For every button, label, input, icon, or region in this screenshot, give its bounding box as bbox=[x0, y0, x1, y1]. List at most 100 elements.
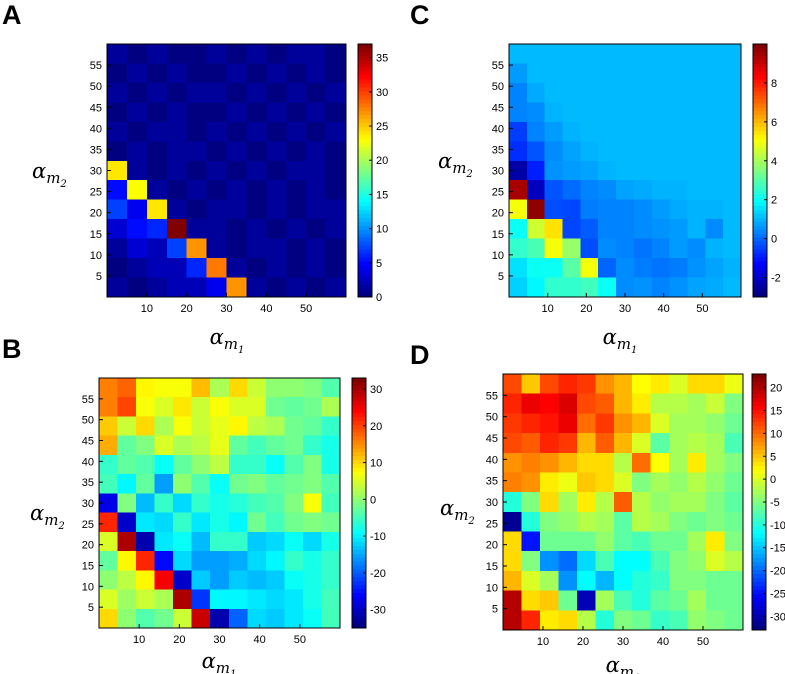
heatmap-d-cell bbox=[687, 472, 707, 493]
heatmap-b-cell bbox=[136, 493, 156, 514]
heatmap-d-cell bbox=[539, 452, 559, 474]
heatmap-a-cell bbox=[126, 63, 148, 84]
heatmap-b-cell bbox=[284, 397, 304, 418]
heatmap-c-cell bbox=[509, 180, 528, 201]
heatmap-b-cell bbox=[117, 416, 137, 437]
heatmap-b-cell bbox=[284, 435, 304, 456]
colorbar-segment bbox=[752, 622, 766, 627]
heatmap-d-cell bbox=[650, 413, 670, 434]
heatmap-a-cell bbox=[166, 219, 188, 240]
heatmap-d-cell bbox=[558, 492, 578, 513]
colorbar-segment bbox=[352, 596, 366, 602]
heatmap-a-cell bbox=[306, 121, 327, 142]
heatmap-d-cell bbox=[503, 374, 523, 395]
heatmap-c-cell bbox=[526, 238, 546, 259]
heatmap-d-cell bbox=[632, 531, 652, 552]
heatmap-b-cell bbox=[284, 378, 304, 398]
heatmap-a-cell bbox=[266, 238, 287, 259]
heatmap-a-cell bbox=[126, 102, 148, 123]
heatmap-c-cell bbox=[616, 82, 635, 103]
heatmap-c-cell bbox=[633, 180, 653, 201]
heatmap-c-cell bbox=[526, 180, 546, 201]
heatmap-b-cell bbox=[173, 589, 193, 610]
x-tick-label: 40 bbox=[657, 636, 669, 648]
heatmap-d-cell bbox=[595, 610, 615, 631]
heatmap-a-cell bbox=[326, 44, 347, 65]
colorbar-tick-label: 10 bbox=[376, 224, 388, 236]
colorbar-segment bbox=[752, 490, 766, 495]
heatmap-b-cell bbox=[154, 608, 174, 629]
heatmap-b-cell bbox=[99, 608, 119, 629]
heatmap-d-cell bbox=[503, 433, 523, 454]
heatmap-a-cell bbox=[126, 180, 148, 201]
heatmap-a-cell bbox=[286, 160, 307, 181]
heatmap-d-cell bbox=[576, 551, 596, 572]
heatmap-b-cell bbox=[191, 589, 211, 610]
colorbar-segment bbox=[753, 269, 767, 274]
heatmap-d-cell bbox=[613, 433, 633, 454]
heatmap-a-cell bbox=[246, 44, 267, 65]
heatmap-b-cell bbox=[136, 589, 156, 610]
colorbar-segment bbox=[753, 142, 767, 148]
heatmap-a-cell bbox=[146, 238, 168, 259]
heatmap-d-cell bbox=[669, 472, 689, 493]
heatmap-d-cell bbox=[576, 452, 596, 474]
heatmap-a-cell bbox=[226, 121, 248, 142]
heatmap-d-cell bbox=[613, 511, 633, 533]
heatmap-a-cell bbox=[326, 102, 347, 123]
heatmap-a-cell bbox=[246, 121, 267, 142]
heatmap-c-cell bbox=[509, 219, 528, 240]
heatmap-c-cell bbox=[526, 102, 546, 123]
heatmap-d-cell bbox=[687, 551, 707, 572]
heatmap-c-cell bbox=[544, 82, 564, 103]
colorbar-segment bbox=[753, 154, 767, 160]
heatmap-d-cell bbox=[687, 374, 707, 395]
heatmap-a-cell bbox=[266, 219, 287, 240]
heatmap-c-cell bbox=[687, 63, 706, 84]
colorbar-segment bbox=[352, 389, 366, 395]
heatmap-b-cell bbox=[99, 512, 119, 533]
heatmap-a-cell bbox=[246, 277, 267, 298]
heatmap-d-cell bbox=[521, 590, 541, 611]
heatmap-c-cell bbox=[598, 180, 617, 201]
heatmap-b-cell bbox=[210, 474, 230, 494]
heatmap-d-cell bbox=[539, 590, 559, 611]
heatmap-b-cell bbox=[117, 589, 137, 610]
heatmap-d-cell bbox=[706, 590, 726, 611]
colorbar-segment bbox=[752, 450, 766, 455]
heatmap-b-cell bbox=[191, 608, 211, 629]
x-tick-label: 30 bbox=[220, 303, 232, 315]
heatmap-c-cell bbox=[651, 44, 671, 65]
heatmap-a-cell bbox=[206, 82, 228, 103]
heatmap-a-cell bbox=[186, 160, 208, 181]
heatmap-a-cell bbox=[266, 44, 287, 65]
heatmap-b-cell bbox=[154, 589, 174, 610]
heatmap-d-cell bbox=[669, 610, 689, 631]
y-tick-label: 55 bbox=[82, 394, 94, 406]
heatmap-c-cell bbox=[544, 277, 564, 298]
colorbar-segment bbox=[753, 190, 767, 195]
colorbar-segment bbox=[358, 146, 372, 152]
heatmap-b-cell bbox=[99, 435, 119, 456]
heatmap-b-cell bbox=[247, 512, 267, 533]
y-tick-label: 35 bbox=[492, 144, 504, 156]
colorbar-segment bbox=[358, 134, 372, 140]
colorbar-segment bbox=[753, 115, 767, 120]
heatmap-c-cell bbox=[669, 102, 689, 123]
x-tick-label: 30 bbox=[619, 303, 631, 315]
heatmap-b-cell bbox=[321, 551, 341, 571]
heatmap-a-cell bbox=[166, 141, 188, 162]
heatmap-d-cell bbox=[632, 511, 652, 533]
heatmap-a-cell bbox=[206, 44, 228, 65]
heatmap-d-cell bbox=[595, 551, 615, 572]
y-axis-label: αm2 bbox=[32, 159, 67, 190]
heatmap-c-cell bbox=[723, 160, 742, 181]
heatmap-d-cell bbox=[595, 452, 615, 474]
y-axis-label: αm2 bbox=[440, 496, 475, 527]
colorbar-segment bbox=[358, 229, 372, 235]
heatmap-a-cell bbox=[306, 180, 327, 201]
colorbar-segment bbox=[358, 83, 372, 89]
colorbar-segment bbox=[358, 182, 372, 187]
colorbar-tick-label: 0 bbox=[370, 494, 376, 506]
heatmap-d-cell bbox=[724, 393, 744, 414]
